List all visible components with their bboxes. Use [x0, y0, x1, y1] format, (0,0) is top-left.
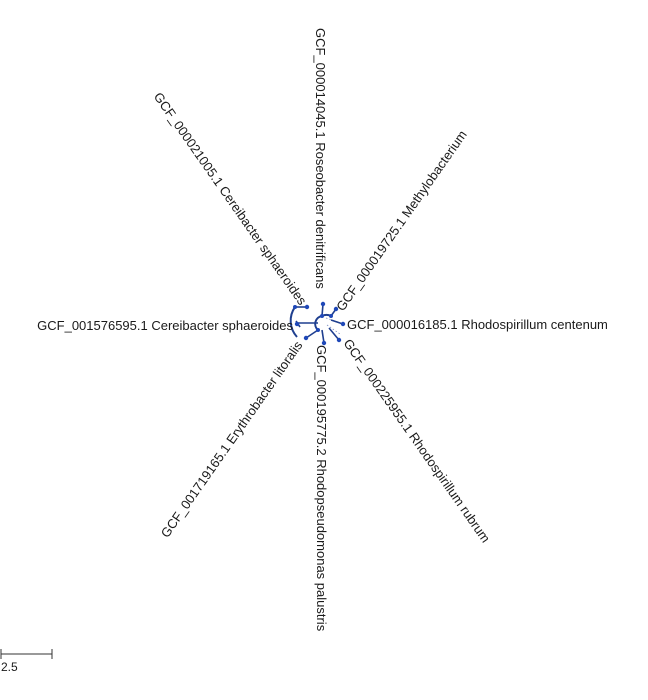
leaf-label-roseobacter: GCF_000014045.1 Roseobacter denitrifican… — [313, 28, 328, 289]
tree-nodes — [293, 301, 346, 346]
internal-node — [329, 314, 333, 318]
leaf-node — [320, 301, 326, 307]
leaf-node — [333, 306, 339, 312]
leaf-label-cereibacter-1: GCF_000021005.1 Cereibacter sphaeroides — [151, 90, 310, 309]
leaf-node — [340, 321, 346, 327]
leaf-node — [336, 337, 342, 343]
internal-node — [320, 314, 324, 318]
leaf-label-rhodospirillum-centenum: GCF_000016185.1 Rhodospirillum centenum — [347, 317, 608, 332]
leaf-node — [304, 304, 310, 310]
guide-line-2 — [326, 324, 341, 335]
leaf-node — [294, 321, 300, 327]
branch-arc-left — [289, 306, 298, 338]
leaf-label-erythrobacter: GCF_001719165.1 Erythrobacter litoralis — [158, 338, 306, 541]
internal-node — [293, 305, 297, 309]
scale-bar-label: 2.5 — [1, 660, 18, 674]
leaf-node — [303, 335, 309, 341]
leaf-label-rhodopseudomonas: GCF_000195775.2 Rhodopseudomonas palustr… — [314, 345, 329, 632]
leaf-label-methylobacterium: GCF_000019725.1 Methylobacterium — [333, 128, 470, 314]
branch-rubrum — [328, 327, 340, 341]
branch-erythrobacter — [305, 329, 319, 339]
internal-node — [316, 328, 320, 332]
scale-bar: 2.5 — [0, 649, 53, 674]
leaf-label-cereibacter-2: GCF_001576595.1 Cereibacter sphaeroides — [37, 318, 293, 333]
leaf-label-rhodospirillum-rubrum: GCF_000225955.1 Rhodospirillum rubrum — [341, 336, 494, 545]
leaf-labels: GCF_000014045.1 Roseobacter denitrifican… — [37, 28, 608, 632]
leaf-node — [321, 340, 327, 346]
